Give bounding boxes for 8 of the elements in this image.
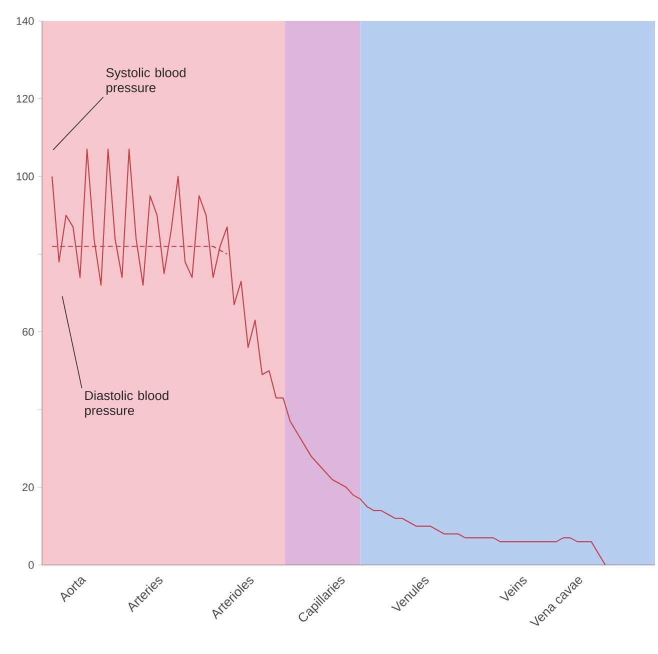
annotation: Diastolic blood pressure: [85, 390, 168, 418]
y-tick-label: 120: [16, 94, 34, 103]
y-tick-label: 20: [22, 483, 34, 492]
y-tick-label: 140: [16, 17, 34, 25]
y-tick-label: 60: [22, 328, 34, 336]
y-tick-label: 100: [16, 172, 34, 180]
y-tick-label: 0: [28, 561, 34, 569]
annotation: Systolic blood pressure: [106, 68, 186, 95]
